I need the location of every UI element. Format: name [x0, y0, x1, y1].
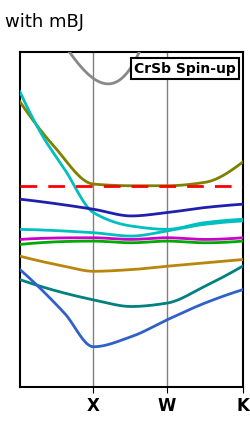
Text: CrSb Spin-up: CrSb Spin-up: [134, 61, 236, 76]
Text: with mBJ: with mBJ: [5, 13, 84, 31]
